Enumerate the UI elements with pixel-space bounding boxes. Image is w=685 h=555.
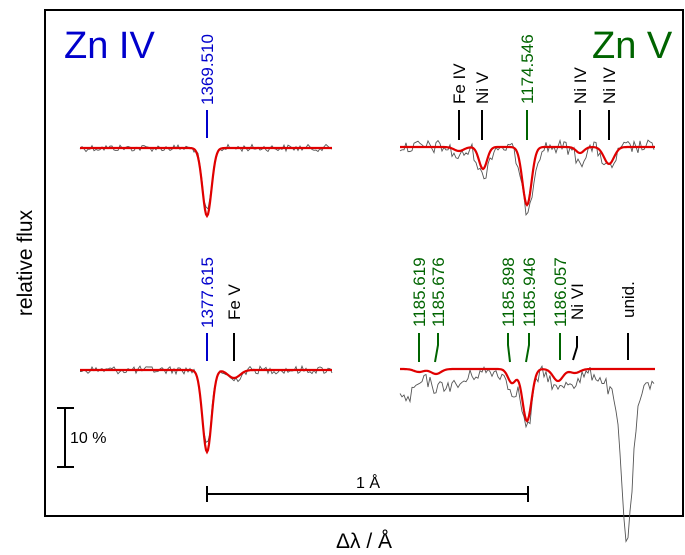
zn5-panel-label: Zn V — [592, 25, 673, 67]
label-ni6: Ni VI — [568, 283, 587, 320]
marker-1185-946 — [525, 333, 530, 363]
label-zn4-lower: 1377.615 — [198, 257, 217, 328]
label-ni4-b: Ni IV — [600, 67, 619, 105]
marker-1185-898 — [507, 333, 511, 363]
model-zn5-upper — [400, 145, 655, 207]
observed-zn5-lower — [399, 364, 655, 543]
label-unid: unid. — [619, 281, 638, 318]
x-axis-label: Δλ / Å — [336, 530, 392, 553]
plot-frame — [44, 9, 684, 517]
label-zn4-upper: 1369.510 — [198, 34, 217, 105]
zn4-panel-label: Zn IV — [64, 25, 155, 67]
model-series — [80, 145, 655, 455]
label-1185-946: 1185.946 — [520, 257, 539, 327]
model-zn5-lower — [400, 367, 655, 423]
label-ni4-a: Ni IV — [571, 67, 590, 105]
label-1186-057: 1186.057 — [551, 257, 570, 327]
model-zn4-upper — [80, 146, 332, 219]
flux-scale-bar-label: 10 % — [70, 430, 106, 447]
label-fe5: Fe V — [225, 283, 244, 320]
observed-zn4-upper — [79, 143, 333, 210]
label-ni5: Ni V — [473, 71, 492, 104]
marker-ni6 — [572, 336, 578, 361]
label-1185-619: 1185.619 — [410, 257, 429, 327]
model-zn4-lower — [80, 368, 332, 455]
wavelength-scale-bar-label: 1 Å — [356, 473, 380, 492]
label-fe4: Fe IV — [450, 63, 469, 104]
marker-1185-676 — [434, 333, 439, 363]
label-zn5-upper: 1174.546 — [518, 34, 537, 104]
wavelength-scale-bar: 1 Å — [206, 473, 529, 502]
flux-scale-bar: 10 % — [57, 407, 106, 468]
y-axis-label: relative flux — [14, 209, 37, 316]
label-1185-898: 1185.898 — [499, 257, 518, 327]
label-1185-676: 1185.676 — [429, 257, 448, 327]
observed-zn5-upper — [399, 138, 655, 217]
observed-zn4-lower — [79, 364, 333, 443]
